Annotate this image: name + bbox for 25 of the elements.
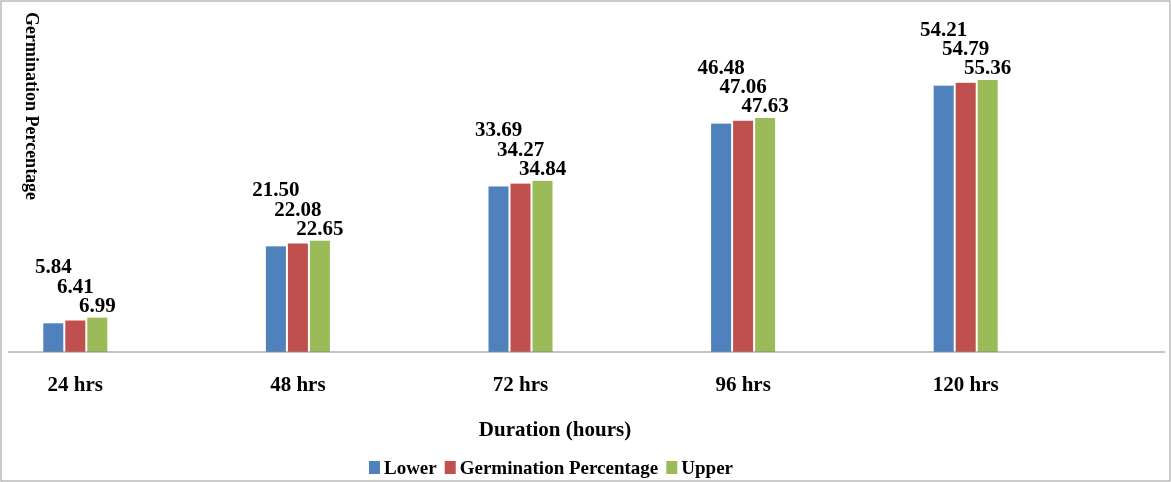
bar [532, 180, 553, 352]
bar [933, 85, 954, 352]
bar [309, 240, 330, 352]
bar [43, 323, 64, 352]
bar [87, 317, 108, 352]
legend-label: Upper [681, 457, 734, 478]
bar [65, 320, 86, 352]
legend-label: Germination Percentage [459, 457, 659, 478]
legend-label: Lower [383, 457, 438, 478]
bar [955, 82, 976, 352]
x-axis-title: Duration (hours) [478, 417, 632, 441]
bar [265, 246, 286, 352]
bar [977, 80, 998, 352]
x-tick-label: 72 hrs [492, 372, 549, 396]
x-tick-label: 48 hrs [270, 372, 326, 396]
bar [711, 123, 732, 352]
bar [488, 186, 509, 352]
y-axis-title: Germination Percentage [22, 12, 42, 201]
x-tick-label: 96 hrs [715, 372, 771, 396]
x-tick-label: 24 hrs [47, 372, 104, 396]
bar [733, 120, 754, 352]
bar [755, 117, 776, 352]
x-tick-label: 120 hrs [932, 372, 999, 396]
bar [510, 183, 531, 352]
bar [287, 243, 308, 352]
